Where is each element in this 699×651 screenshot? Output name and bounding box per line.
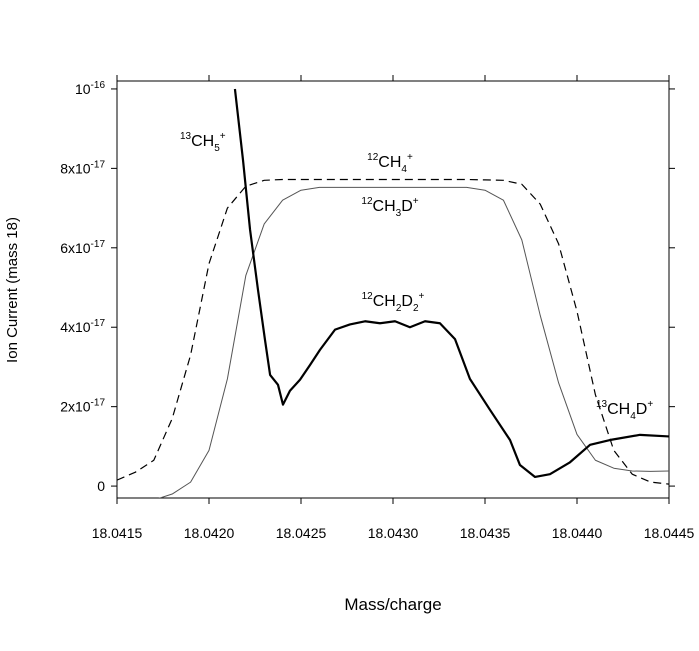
y-tick-label: 0 [97, 478, 105, 494]
y-tick-exponent: -17 [91, 318, 106, 329]
y-tick-exponent: -17 [91, 239, 106, 250]
annotation-part: 4 [630, 411, 636, 422]
annotation-part: 13 [180, 131, 192, 142]
annotation-part: + [413, 196, 419, 207]
series-line [117, 178, 669, 485]
y-tick-label: 4x10-17 [60, 318, 105, 335]
annotation-part: D [401, 198, 413, 215]
series-annotation: 12CH2D2+ [362, 291, 425, 314]
annotation-part: D [636, 401, 648, 418]
annotation-part: 13 [596, 399, 608, 410]
annotation-part: 3 [396, 208, 402, 219]
annotation-part: 12 [362, 291, 374, 302]
series-line [233, 88, 669, 479]
annotation-part: 4 [401, 164, 407, 175]
x-tick-label: 18.0425 [276, 525, 327, 541]
annotation-part: 5 [214, 143, 220, 154]
y-tick-exponent: -17 [91, 159, 106, 170]
annotation-part: + [647, 399, 653, 410]
y-tick-label: 8x10-17 [60, 159, 105, 176]
annotation-part: CH [373, 293, 396, 310]
y-tick-base: 4x10 [60, 319, 91, 335]
annotation-part: 2 [413, 303, 419, 314]
y-tick-label: 10-16 [75, 80, 105, 97]
annotation-part: 2 [396, 303, 402, 314]
x-axis-label: Mass/charge [344, 595, 441, 614]
series-annotation: 13CH5+ [180, 131, 226, 154]
x-tick-label: 18.0445 [644, 525, 695, 541]
annotation-part: 12 [361, 196, 373, 207]
series-line [158, 186, 669, 498]
x-tick-label: 18.0440 [552, 525, 603, 541]
y-tick-exponent: -16 [91, 80, 106, 91]
annotation-part: + [220, 131, 226, 142]
y-tick-label: 6x10-17 [60, 239, 105, 256]
y-tick-base: 10 [75, 81, 91, 97]
annotation-part: + [407, 152, 413, 163]
y-tick-exponent: -17 [91, 398, 106, 409]
series-annotation: 12CH3D+ [361, 196, 418, 219]
x-tick-label: 18.0415 [92, 525, 143, 541]
annotation-part: CH [191, 133, 214, 150]
y-tick-base: 8x10 [60, 160, 91, 176]
annotation-part: 12 [367, 152, 379, 163]
annotation-part: CH [373, 198, 396, 215]
y-axis-label: Ion Current (mass 18) [4, 217, 21, 363]
annotation-part: + [419, 291, 425, 302]
annotation-part: CH [607, 401, 630, 418]
y-tick-base: 6x10 [60, 240, 91, 256]
x-tick-label: 18.0420 [184, 525, 235, 541]
y-tick-base: 2x10 [60, 399, 91, 415]
series-annotation: 13CH4D+ [596, 399, 653, 422]
x-tick-label: 18.0430 [368, 525, 419, 541]
y-tick-label: 2x10-17 [60, 398, 105, 415]
series-annotation: 12CH4+ [367, 152, 413, 175]
annotation-part: D [401, 293, 413, 310]
x-tick-label: 18.0435 [460, 525, 511, 541]
annotation-part: CH [378, 154, 401, 171]
